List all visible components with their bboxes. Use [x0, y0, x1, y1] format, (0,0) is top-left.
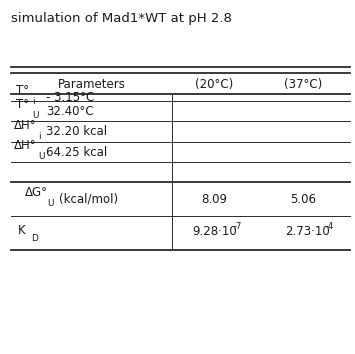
Text: - 3.15°C: - 3.15°C	[46, 91, 94, 104]
Text: U: U	[47, 199, 54, 208]
Text: 5.06: 5.06	[290, 193, 316, 206]
Text: K: K	[18, 224, 25, 238]
Text: (20°C): (20°C)	[195, 78, 233, 91]
Text: T°: T°	[16, 98, 29, 111]
Text: T°: T°	[16, 85, 29, 97]
Text: simulation of Mad1*WT at pH 2.8: simulation of Mad1*WT at pH 2.8	[11, 12, 231, 25]
Text: i: i	[38, 132, 41, 141]
Text: 32.20 kcal: 32.20 kcal	[46, 125, 107, 138]
Text: Parameters: Parameters	[58, 78, 125, 91]
Text: U: U	[32, 111, 38, 120]
Text: 32.40°C: 32.40°C	[46, 105, 94, 118]
Text: i: i	[32, 97, 34, 107]
Text: 64.25 kcal: 64.25 kcal	[46, 146, 108, 159]
Text: -4: -4	[326, 222, 334, 231]
Text: ΔG°: ΔG°	[25, 186, 48, 199]
Text: (37°C): (37°C)	[284, 78, 322, 91]
Text: 9.28·10: 9.28·10	[193, 225, 237, 238]
Text: (kcal/mol): (kcal/mol)	[59, 193, 118, 206]
Text: ΔH°: ΔH°	[14, 119, 37, 132]
Text: D: D	[31, 234, 38, 243]
Text: 2.73·10: 2.73·10	[285, 225, 330, 238]
Text: ΔH°: ΔH°	[14, 139, 37, 152]
Text: 8.09: 8.09	[201, 193, 227, 206]
Text: -7: -7	[234, 222, 242, 231]
Text: U: U	[38, 152, 45, 161]
